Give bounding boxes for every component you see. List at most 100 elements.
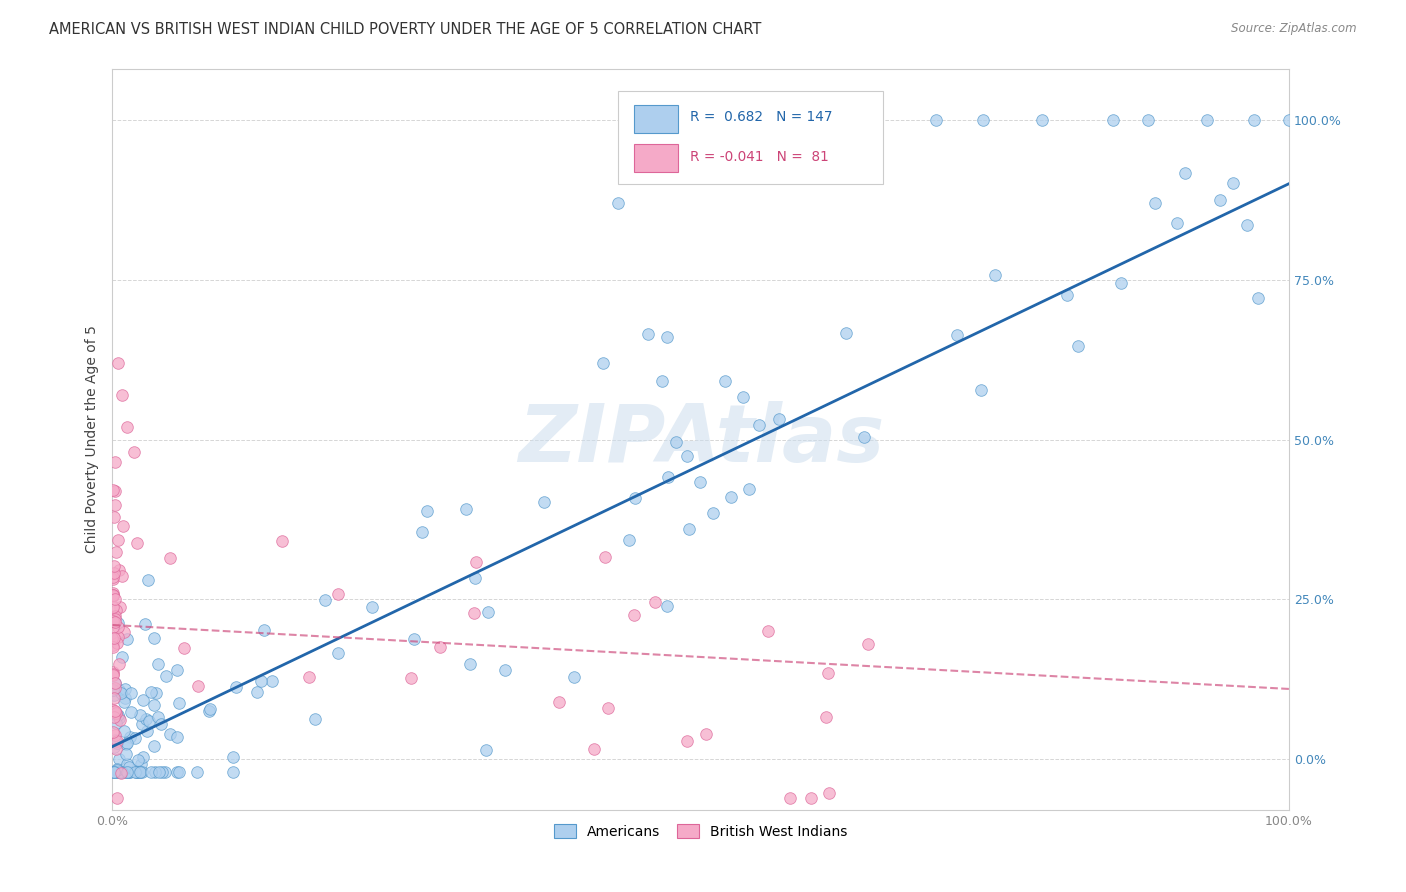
Point [173,640,195,655]
Point [756,624,779,639]
Point [1101,112,1123,127]
Point [464,571,486,585]
Point [108,765,131,780]
FancyBboxPatch shape [619,91,883,184]
Point [104,484,127,499]
Point [104,765,127,780]
Point [411,525,433,540]
Point [166,663,188,677]
Point [249,674,271,689]
Point [111,650,134,665]
Point [108,599,131,614]
Point [689,475,711,489]
Point [103,613,125,627]
Point [738,482,761,496]
Point [148,765,170,780]
Point [115,632,138,646]
Point [1166,216,1188,230]
Point [148,710,170,724]
Point [456,502,478,516]
Point [104,615,127,629]
Point [159,551,181,566]
Point [676,449,699,463]
Point [103,682,125,697]
Point [111,765,134,780]
Point [104,675,127,690]
Point [104,706,127,720]
Point [1195,112,1218,127]
Point [118,765,141,780]
Point [731,390,754,404]
Point [866,112,889,127]
Point [108,563,131,577]
Point [253,623,276,637]
Point [945,327,967,342]
Point [807,112,830,127]
Text: R = -0.041   N =  81: R = -0.041 N = 81 [690,150,830,164]
Point [115,419,138,434]
Point [817,666,839,681]
Point [105,762,128,776]
Point [104,681,127,695]
Point [637,326,659,341]
Point [477,605,499,619]
Point [657,599,679,613]
Point [104,705,127,719]
Legend: Americans, British West Indians: Americans, British West Indians [548,819,853,845]
Point [139,765,162,780]
Point [702,506,724,520]
Point [925,112,948,127]
Point [1236,218,1258,232]
Point [145,686,167,700]
Point [1067,339,1090,353]
Point [326,586,349,600]
Point [103,724,125,739]
Point [107,630,129,644]
Point [128,765,150,780]
FancyBboxPatch shape [634,105,679,133]
Point [108,711,131,725]
Point [103,631,125,645]
Point [1144,195,1167,210]
Point [298,670,321,684]
Point [678,522,700,536]
Point [139,685,162,699]
Point [103,668,125,682]
Point [651,374,673,388]
Point [105,544,128,558]
Point [402,632,425,646]
Point [695,727,717,741]
Point [105,763,128,777]
Point [198,704,221,718]
Point [101,483,124,498]
Point [101,570,124,584]
Point [314,592,336,607]
Point [101,586,124,600]
FancyBboxPatch shape [634,145,679,172]
Point [105,716,128,731]
Point [416,504,439,518]
Point [429,640,451,654]
Point [105,734,128,748]
Point [110,685,132,699]
Y-axis label: Child Poverty Under the Age of 5: Child Poverty Under the Age of 5 [86,326,100,553]
Point [166,765,188,780]
Point [103,588,125,602]
Point [159,727,181,741]
Point [222,765,245,780]
Point [970,383,993,397]
Point [664,435,686,450]
Point [125,765,148,780]
Point [1056,288,1078,302]
Point [593,549,616,564]
Point [458,657,481,671]
Point [186,765,208,780]
Point [1209,194,1232,208]
Point [105,706,128,720]
Point [103,765,125,780]
Point [103,691,125,706]
Point [136,723,159,738]
Point [1174,166,1197,180]
Point [107,708,129,723]
Point [748,417,770,432]
